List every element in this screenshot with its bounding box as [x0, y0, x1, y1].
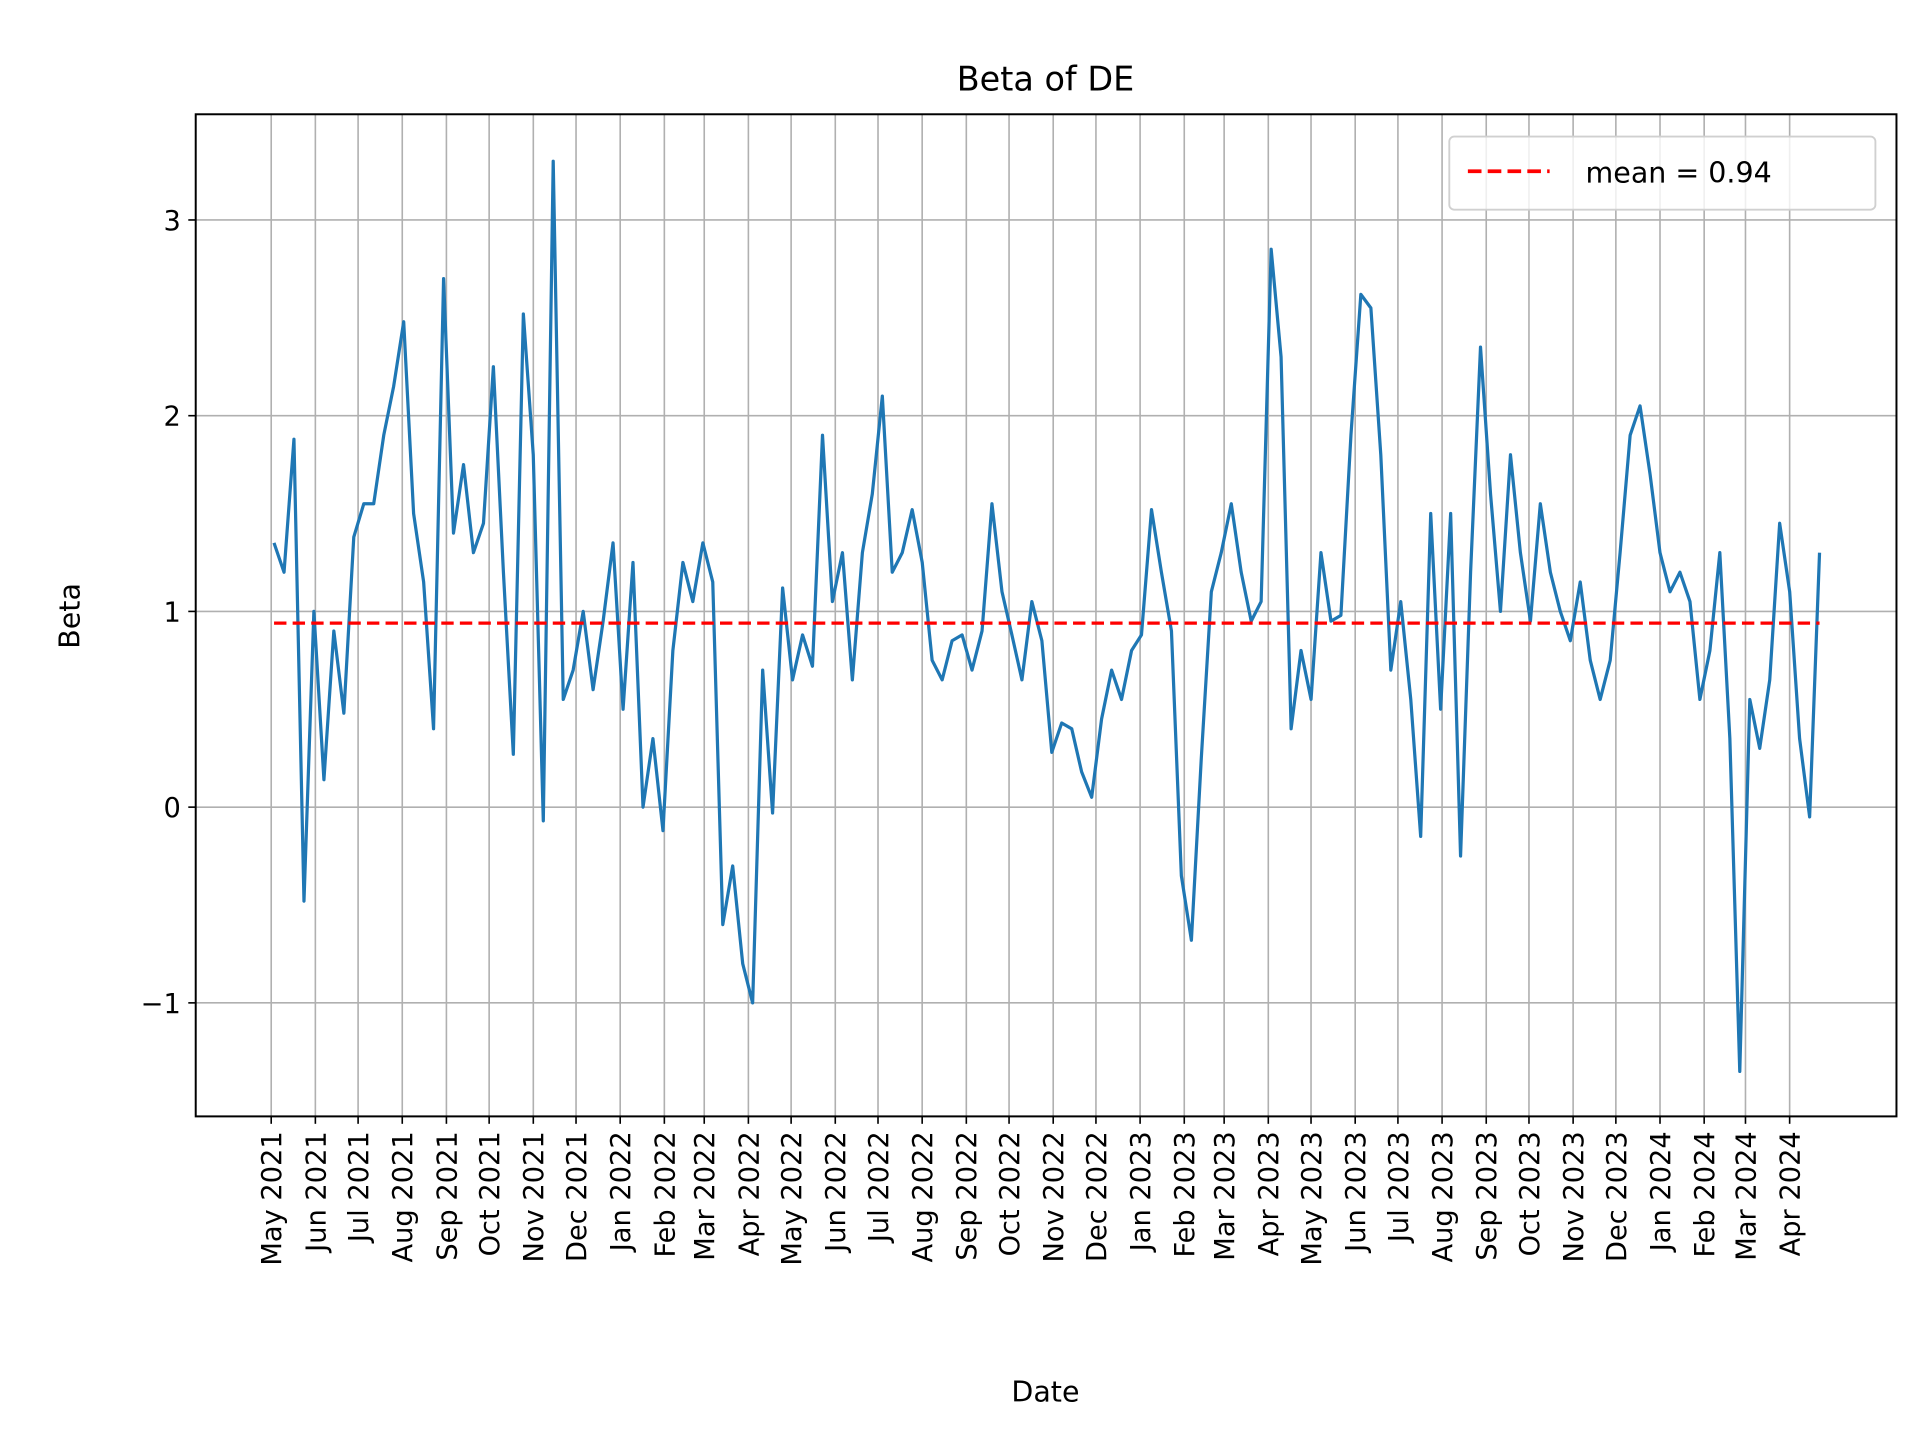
axes-frame: [194, 113, 1898, 1118]
y-tick-label: 2: [164, 402, 181, 433]
x-tick-label: Jun 2022: [821, 1131, 852, 1254]
x-tick-label: Aug 2022: [908, 1131, 939, 1262]
x-tick-label: Jul 2023: [1384, 1131, 1415, 1244]
x-tick-label: Jan 2022: [606, 1131, 637, 1253]
x-tick-label: Oct 2021: [475, 1131, 506, 1256]
x-tick-label: Aug 2021: [388, 1131, 419, 1262]
x-tick-label: Oct 2023: [1515, 1131, 1546, 1256]
x-tick-label: Nov 2021: [519, 1131, 550, 1262]
x-axis-label: Date: [1011, 1375, 1079, 1408]
x-tick-label: Jan 2024: [1646, 1131, 1677, 1253]
x-tick-label: Aug 2023: [1428, 1131, 1459, 1262]
x-tick-label: Apr 2022: [734, 1131, 765, 1256]
x-tick-label: Apr 2024: [1776, 1131, 1807, 1256]
x-tick-label: Jan 2023: [1126, 1131, 1157, 1253]
legend-mean-label: mean = 0.94: [1586, 156, 1772, 189]
x-tick-label: May 2022: [777, 1131, 808, 1265]
y-tick-label: 1: [164, 597, 181, 628]
y-axis-label: Beta: [53, 583, 86, 649]
x-tick-label: Nov 2022: [1039, 1131, 1070, 1262]
x-tick-label: Feb 2024: [1690, 1131, 1721, 1257]
x-tick-label: May 2021: [257, 1131, 288, 1265]
x-axis-ticks: May 2021 Jun 2021 Jul 2021 Aug 2021 Sep 2021…: [257, 1116, 1807, 1266]
x-tick-label: Feb 2022: [650, 1131, 681, 1257]
x-tick-label: Jun 2023: [1341, 1131, 1372, 1254]
x-tick-label: Jul 2022: [864, 1131, 895, 1244]
x-tick-label: Feb 2023: [1170, 1131, 1201, 1257]
x-tick-label: Dec 2023: [1602, 1131, 1633, 1262]
x-tick-label: Apr 2023: [1254, 1131, 1285, 1256]
y-tick-label: 0: [164, 793, 181, 824]
beta-series-line: [272, 159, 1822, 1074]
y-axis-ticks: −1 0 1 2 3: [141, 206, 196, 1020]
x-tick-label: Jul 2021: [344, 1131, 375, 1244]
x-tick-label: May 2023: [1297, 1131, 1328, 1265]
x-tick-label: Nov 2023: [1559, 1131, 1590, 1262]
x-tick-label: Jun 2021: [301, 1131, 332, 1254]
grid-lines: [195, 114, 1897, 1117]
x-tick-label: Mar 2022: [690, 1131, 721, 1260]
x-tick-label: Dec 2022: [1082, 1131, 1113, 1262]
x-tick-label: Dec 2021: [562, 1131, 593, 1262]
y-tick-label: −1: [141, 989, 181, 1020]
x-tick-label: Sep 2023: [1472, 1131, 1503, 1260]
x-tick-label: Mar 2024: [1731, 1131, 1762, 1260]
y-tick-label: 3: [164, 206, 181, 237]
legend-box: [1448, 135, 1877, 211]
chart-title: Beta of DE: [957, 60, 1134, 99]
x-tick-label: Mar 2023: [1210, 1131, 1241, 1260]
plot-area: [272, 159, 1822, 1074]
x-tick-label: Sep 2021: [432, 1131, 463, 1260]
x-tick-label: Sep 2022: [952, 1131, 983, 1260]
x-tick-label: Oct 2022: [995, 1131, 1026, 1256]
legend: mean = 0.94: [1448, 135, 1877, 211]
